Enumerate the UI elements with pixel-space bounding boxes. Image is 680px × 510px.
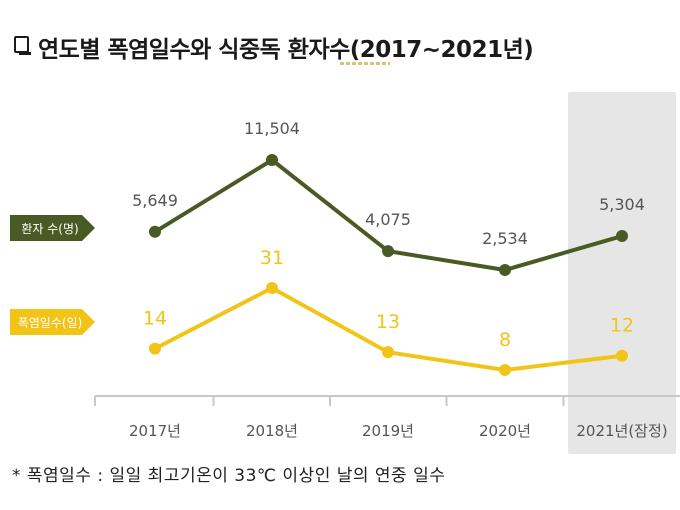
heatwave-data-label: 14 — [143, 308, 167, 330]
patients-legend-label: 환자 수(명) — [21, 222, 78, 236]
chart-title: 연도별 폭염일수와 식중독 환자수(2017~2021년) — [38, 37, 534, 63]
x-tick-label: 2017년 — [129, 422, 181, 440]
highlight-column — [568, 92, 676, 454]
title-checkbox-icon — [14, 36, 31, 55]
patients-data-label: 11,504 — [244, 119, 300, 138]
x-tick-label: 2021년(잠정) — [576, 422, 667, 440]
heatwave-legend-tag — [10, 309, 95, 335]
patients-point — [266, 154, 278, 166]
x-tick-label: 2020년 — [479, 422, 531, 440]
heatwave-point — [616, 349, 628, 362]
patients-legend-tag — [10, 215, 95, 241]
heatwave-data-label: 13 — [376, 311, 400, 333]
patients-data-label: 5,304 — [599, 195, 645, 214]
x-tick-label: 2019년 — [362, 422, 414, 440]
heatwave-legend-label: 폭염일수(일) — [18, 316, 83, 330]
patients-data-label: 2,534 — [482, 229, 528, 248]
patients-data-label: 5,649 — [132, 191, 178, 210]
heatwave-point — [382, 346, 394, 359]
patients-point — [616, 230, 628, 243]
heatwave-point — [499, 364, 511, 376]
title-underline — [340, 62, 390, 65]
patients-data-label: 4,075 — [365, 210, 411, 229]
heatwave-data-label: 12 — [610, 315, 634, 337]
heatwave-point — [149, 342, 161, 355]
heatwave-data-label: 8 — [499, 329, 511, 351]
patients-point — [499, 264, 511, 276]
heatwave-data-label: 31 — [260, 247, 284, 269]
patients-point — [382, 245, 394, 258]
heatwave-point — [266, 282, 278, 294]
x-tick-label: 2018년 — [246, 422, 298, 440]
patients-point — [149, 225, 161, 238]
footnote: * 폭염일수 : 일일 최고기온이 33℃ 이상인 날의 연중 일수 — [12, 466, 446, 486]
line-chart: 2017년 2018년 2019년 2020년 2021년(잠정) 5,649 11,504… — [10, 92, 680, 454]
